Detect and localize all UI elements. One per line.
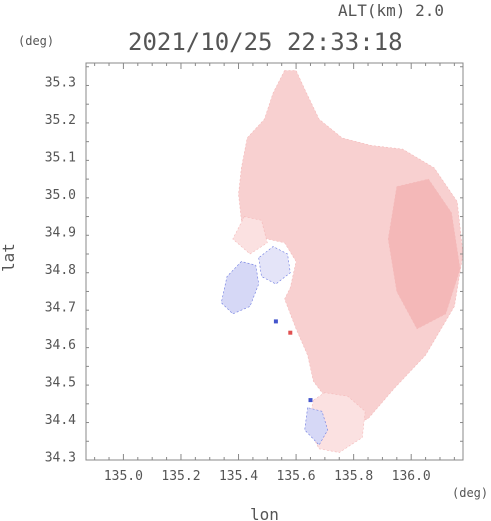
- x-tick-label: 135.0: [104, 469, 143, 484]
- y-tick-label: 35.1: [45, 151, 76, 166]
- echo-point: [308, 398, 313, 403]
- y-tick-label: 34.4: [45, 413, 76, 428]
- echo-region-main-positive-echo: [238, 70, 464, 427]
- x-axis-ticks: 135.0 135.2 135.4 135.6 135.8 136.0: [94, 63, 455, 484]
- x-tick-label: 135.2: [161, 469, 200, 484]
- chart-title: 2021/10/25 22:33:18: [128, 28, 403, 56]
- y-tick-label: 34.7: [45, 300, 76, 315]
- echo-region-stronger-positive-east: [387, 178, 461, 330]
- x-axis-label: lon: [250, 505, 279, 521]
- echo-region-southern-negative-patch: [304, 407, 329, 446]
- x-tick-label: 135.4: [219, 469, 258, 484]
- echo-region-western-negative-echo: [220, 261, 260, 315]
- y-tick-label: 34.5: [45, 375, 76, 390]
- y-tick-label: 35.2: [45, 113, 76, 128]
- echo-point: [273, 319, 278, 324]
- y-unit-label: (deg): [18, 34, 54, 48]
- x-unit-label: (deg): [452, 486, 488, 500]
- echo-region-center-negative-ring: [258, 246, 291, 285]
- echo-points: [273, 319, 313, 403]
- plot-frame: [85, 62, 464, 461]
- y-tick-label: 34.8: [45, 263, 76, 278]
- echo-regions: [220, 70, 464, 453]
- x-tick-label: 135.6: [277, 469, 316, 484]
- altitude-label: ALT(km) 2.0: [338, 1, 444, 20]
- y-tick-label: 35.0: [45, 188, 76, 203]
- echo-region-positive-nw-patch: [232, 216, 268, 255]
- y-tick-label: 34.9: [45, 226, 76, 241]
- x-tick-label: 135.8: [334, 469, 373, 484]
- y-tick-label: 34.3: [45, 450, 76, 465]
- plot-area: 135.0 135.2 135.4 135.6 135.8 136.0 34.334.43…: [45, 62, 464, 484]
- y-tick-label: 34.6: [45, 338, 76, 353]
- y-tick-label: 35.3: [45, 76, 76, 91]
- y-axis-ticks: 34.3 34.4 34.5 34.6 34.7 34.8 34.9 35.0 35.1 35.2…: [45, 66, 463, 465]
- echo-point: [288, 330, 293, 335]
- x-tick-label: 136.0: [392, 469, 431, 484]
- y-axis-label: lat: [0, 243, 18, 272]
